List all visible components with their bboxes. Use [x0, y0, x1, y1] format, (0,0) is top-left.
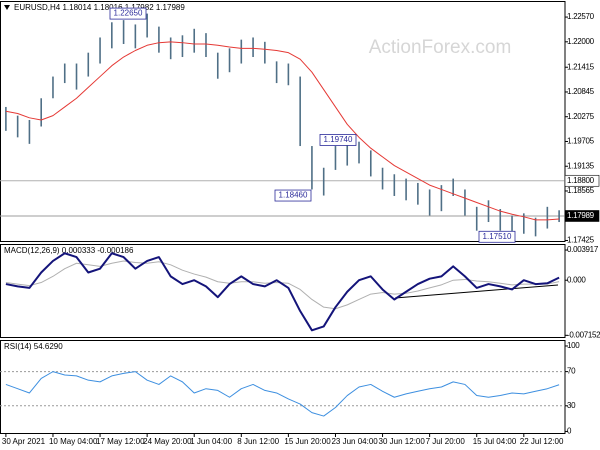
y-tick-label: 70 [567, 367, 576, 376]
x-tick-label: 23 Jun 04:00 [331, 437, 378, 446]
y-tick-label: 30 [567, 401, 576, 410]
y-tick-label: 1.20275 [567, 112, 595, 121]
pane-title: MACD(12,26,9) 0.000333 -0.000186 [4, 246, 134, 255]
watermark: ActionForex.com [369, 37, 512, 58]
y-tick-label: -0.007152 [567, 330, 600, 339]
macd-line [5, 252, 560, 332]
x-tick-label: 24 May 20:00 [143, 437, 192, 446]
trend-line [394, 284, 559, 299]
y-tick-label: 1.17425 [567, 236, 595, 245]
pane-frame [0, 244, 566, 338]
annotation-label: 1.19740 [324, 135, 353, 144]
y-tick-label: 1.21415 [567, 62, 595, 71]
y-tick-label: 0.003917 [567, 245, 599, 254]
annotation-box [319, 134, 357, 146]
x-tick-label: 8 Jun 12:00 [237, 437, 279, 446]
x-tick-label: 30 Apr 2021 [2, 437, 46, 446]
x-tick-label: 17 May 12:00 [96, 437, 145, 446]
y-tick-label: 1.19135 [567, 161, 595, 170]
annotation-label: 1.18460 [279, 191, 308, 200]
level-label: 1.18800 [567, 176, 595, 185]
x-tick-label: 30 Jun 12:00 [379, 437, 426, 446]
x-tick-label: 22 Jul 12:00 [520, 437, 564, 446]
annotation-box [478, 230, 516, 243]
pane-title: RSI(14) 54.6290 [4, 342, 63, 351]
x-tick-label: 15 Jun 20:00 [284, 437, 331, 446]
annotation-label: 1.22650 [114, 9, 143, 18]
annotation-box [274, 189, 312, 202]
y-tick-label: 1.20845 [567, 87, 595, 96]
y-tick-label: 1.19705 [567, 137, 595, 146]
y-tick-label: 100 [567, 341, 580, 350]
x-tick-label: 7 Jul 20:00 [426, 437, 466, 446]
y-tick-label: 0.000 [567, 275, 586, 284]
y-tick-label: 1.22000 [567, 37, 595, 46]
level-box [564, 210, 600, 222]
rsi-line [5, 371, 560, 417]
y-tick-label: 1.18565 [567, 186, 595, 195]
pane-title: EURUSD,H4 1.18014 1.18016 1.17982 1.1798… [14, 3, 185, 12]
pane-frame [0, 1, 566, 242]
level-label: 1.17989 [567, 211, 595, 220]
y-tick-label: 0 [567, 427, 572, 436]
annotation-box [109, 7, 147, 20]
menu-icon [4, 5, 10, 10]
x-tick-label: 15 Jul 04:00 [473, 437, 517, 446]
pane-frame [0, 340, 566, 434]
x-tick-label: 1 Jun 04:00 [190, 437, 232, 446]
x-tick-label: 10 May 04:00 [49, 437, 98, 446]
level-box [564, 174, 600, 187]
moving-average [5, 41, 560, 221]
y-tick-label: 1.22570 [567, 12, 595, 21]
annotation-label: 1.17510 [483, 232, 512, 241]
